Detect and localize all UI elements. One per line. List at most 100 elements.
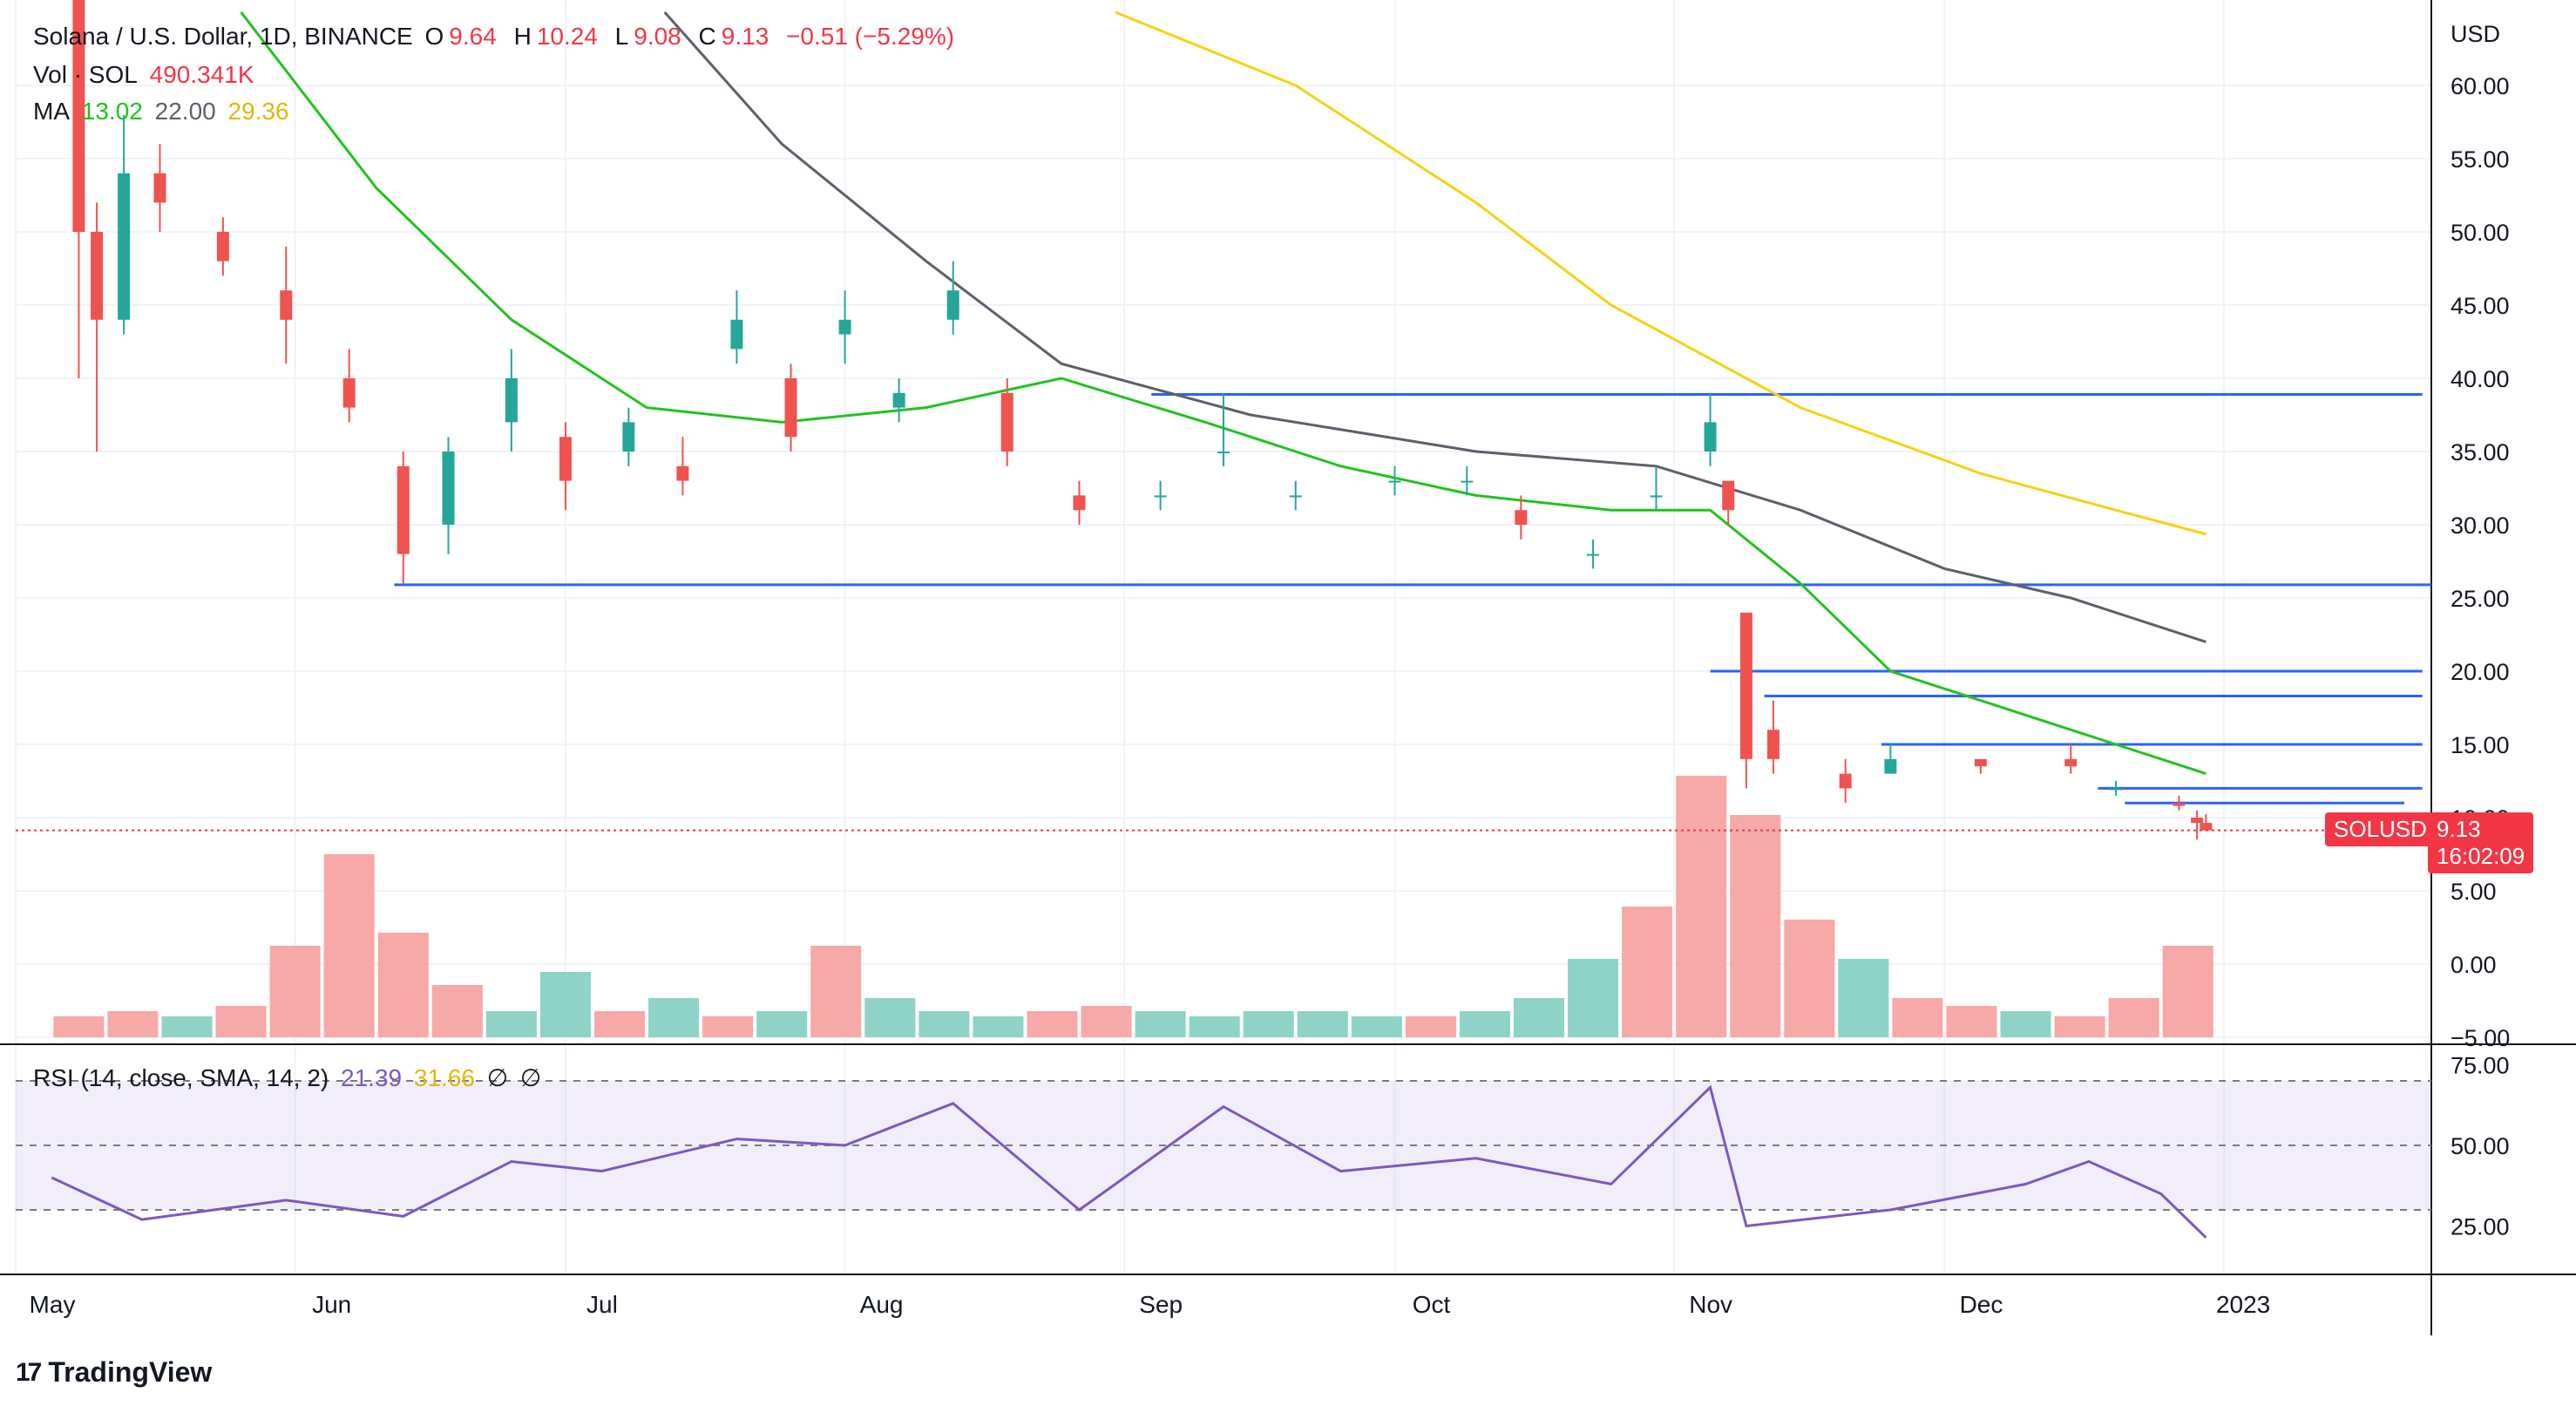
candle-body	[730, 319, 743, 350]
volume-bar	[1027, 1011, 1078, 1037]
time-tick-label: Sep	[1139, 1291, 1183, 1318]
candle-body	[1974, 758, 1987, 767]
moving-average-line	[240, 11, 2207, 776]
candle-body	[838, 319, 851, 335]
candle-body	[216, 232, 229, 262]
candle-body	[1722, 480, 1735, 511]
candle-body	[559, 437, 572, 481]
countdown: 16:02:09	[2437, 843, 2525, 869]
plot-background	[16, 0, 2431, 1335]
volume-bar	[1730, 815, 1781, 1037]
ohlc-close: C 9.13	[698, 23, 769, 50]
candle-body	[280, 290, 293, 320]
candle-body	[622, 422, 635, 452]
volume-bar	[107, 1011, 159, 1037]
time-tick-label: Jun	[312, 1291, 351, 1318]
candle-body	[946, 290, 959, 320]
candle-body	[1587, 554, 1600, 556]
rsi-empty-1: ∅	[486, 1064, 509, 1091]
volume-value: 490.341K	[149, 61, 254, 88]
price-tick-label: 30.00	[2451, 513, 2510, 539]
price-tick-label: 20.00	[2451, 659, 2510, 685]
volume-bar	[1297, 1011, 1348, 1037]
volume-bar	[1405, 1016, 1456, 1037]
candle-body	[91, 232, 104, 320]
volume-bar	[593, 1011, 646, 1037]
price-tick-label: 50.00	[2451, 220, 2510, 246]
symbol-title[interactable]: Solana / U.S. Dollar, 1D, BINANCE	[33, 23, 413, 50]
volume-bar	[1459, 1011, 1510, 1037]
candle-body	[442, 452, 455, 525]
candle-body	[676, 465, 689, 481]
candle-body	[505, 378, 518, 423]
volume-bar	[702, 1016, 754, 1037]
volume-bar	[756, 1011, 808, 1037]
volume-bar	[1189, 1016, 1240, 1037]
tradingview-logo[interactable]: 17 TradingView	[16, 1356, 212, 1389]
currency-label: USD	[2451, 21, 2500, 47]
volume-bar	[1622, 907, 1673, 1037]
volume-bar	[431, 985, 483, 1037]
volume-bar	[1784, 920, 1835, 1037]
price-tick-label: 15.00	[2451, 732, 2510, 758]
ma-value-2: 22.00	[154, 98, 216, 125]
price-tick-label: 60.00	[2451, 73, 2510, 99]
ohlc-high: H 10.24	[513, 23, 598, 50]
time-tick-label: Dec	[1960, 1291, 2003, 1318]
volume-bar	[1946, 1006, 1997, 1037]
rsi-value: 21.39	[341, 1064, 403, 1091]
tradingview-name: TradingView	[48, 1356, 213, 1388]
rsi-tick-label: 75.00	[2451, 1053, 2510, 1079]
candle-body	[892, 392, 905, 408]
ohlc-open: O 9.64	[424, 23, 497, 50]
volume-bar	[1568, 959, 1619, 1037]
candle-body	[2173, 803, 2186, 806]
volume-bar	[377, 933, 429, 1037]
ohlc-low: L 9.08	[614, 23, 681, 50]
volume-bar	[864, 998, 916, 1037]
ma-value-1: 13.02	[81, 98, 143, 125]
time-tick-label: Oct	[1413, 1291, 1451, 1318]
symbol-legend: Solana / U.S. Dollar, 1D, BINANCE O 9.64 …	[33, 23, 959, 51]
candle-body	[1739, 612, 1752, 759]
volume-bar	[1351, 1016, 1402, 1037]
volume-bar	[648, 998, 700, 1037]
price-tick-label: 25.00	[2451, 586, 2510, 612]
candle-body	[1217, 452, 1230, 453]
rsi-line	[51, 1084, 2207, 1239]
moving-average-line	[663, 11, 2207, 643]
volume-bar	[1676, 776, 1727, 1037]
candle-body	[118, 173, 131, 320]
time-tick-label: Jul	[586, 1291, 618, 1318]
last-price: 9.13	[2437, 816, 2481, 842]
price-tick-label: 40.00	[2451, 366, 2510, 392]
last-price-tag: 9.13 16:02:09	[2428, 812, 2534, 873]
candle-body	[2064, 758, 2078, 767]
ma-label[interactable]: MA	[33, 98, 70, 125]
volume-label[interactable]: Vol · SOL	[33, 61, 138, 88]
candle-body	[72, 0, 85, 232]
price-tick-label: 5.00	[2451, 879, 2497, 905]
symbol-price-tag: SOLUSD	[2325, 812, 2436, 846]
volume-bar	[2000, 1011, 2051, 1037]
volume-bar	[973, 1016, 1024, 1037]
volume-bar	[53, 1016, 105, 1037]
volume-bar	[1135, 1011, 1186, 1037]
price-tick-label: −5.00	[2451, 1025, 2510, 1051]
candle-body	[342, 378, 356, 408]
rsi-tick-label: 25.00	[2451, 1214, 2510, 1240]
candle-body	[1289, 495, 1302, 498]
candle-body	[2200, 823, 2213, 831]
candle-body	[1650, 495, 1663, 498]
volume-legend: Vol · SOL 490.341K	[33, 61, 260, 89]
price-tick-label: 45.00	[2451, 293, 2510, 319]
candle-body	[1704, 422, 1717, 452]
volume-bar	[2054, 1016, 2105, 1037]
volume-bar	[485, 1011, 537, 1037]
rsi-label[interactable]: RSI (14, close, SMA, 14, 2)	[33, 1064, 329, 1091]
candle-body	[1000, 392, 1013, 452]
candle-body	[1073, 495, 1086, 511]
candle-body	[1461, 480, 1474, 483]
